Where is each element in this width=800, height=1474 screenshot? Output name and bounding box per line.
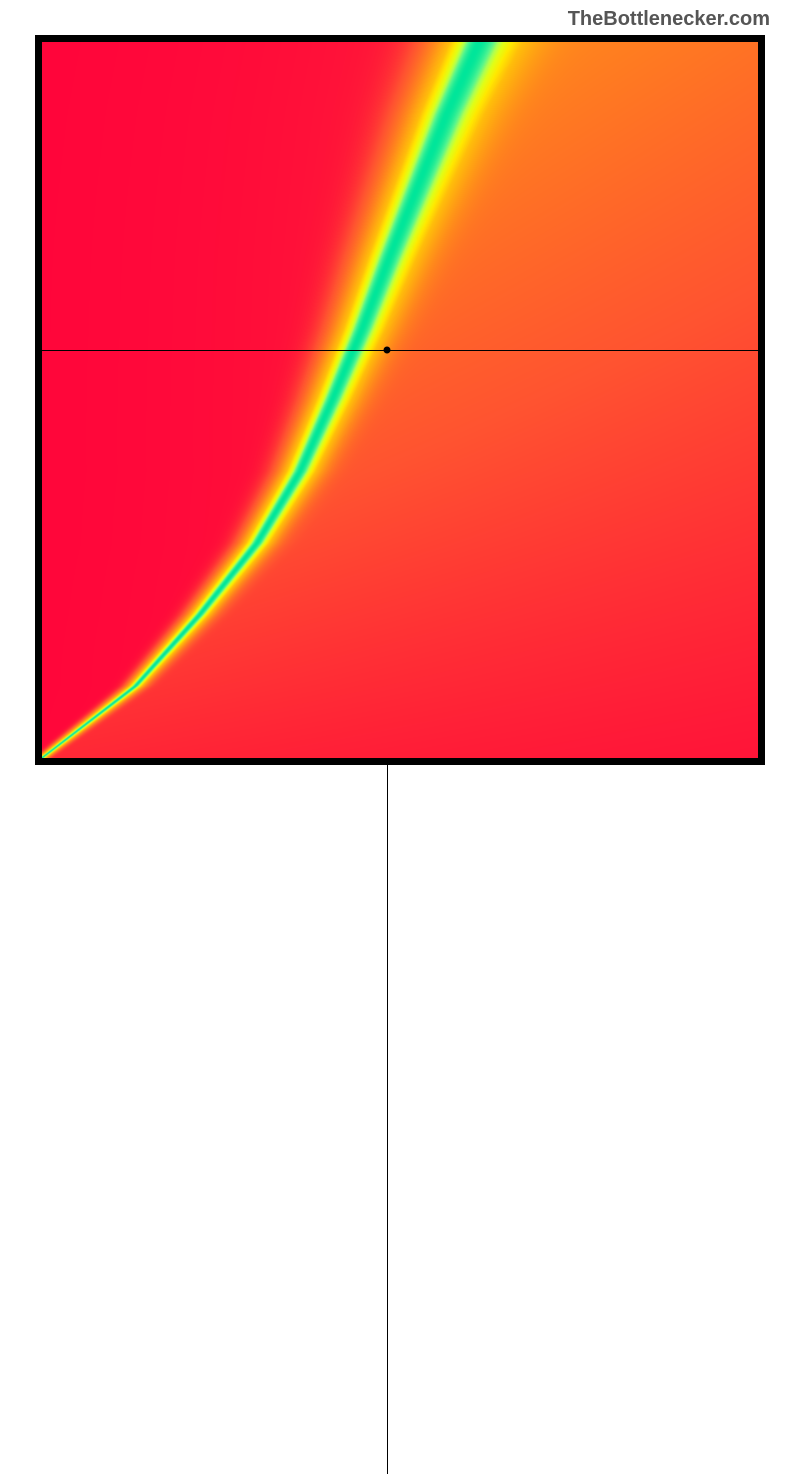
crosshair-dot (384, 346, 391, 353)
crosshair-vertical (387, 758, 388, 1474)
chart-frame (35, 35, 765, 765)
heatmap-canvas (42, 42, 758, 758)
watermark-text: TheBottlenecker.com (568, 8, 770, 31)
heatmap-plot (42, 42, 758, 758)
crosshair-horizontal (42, 350, 758, 351)
